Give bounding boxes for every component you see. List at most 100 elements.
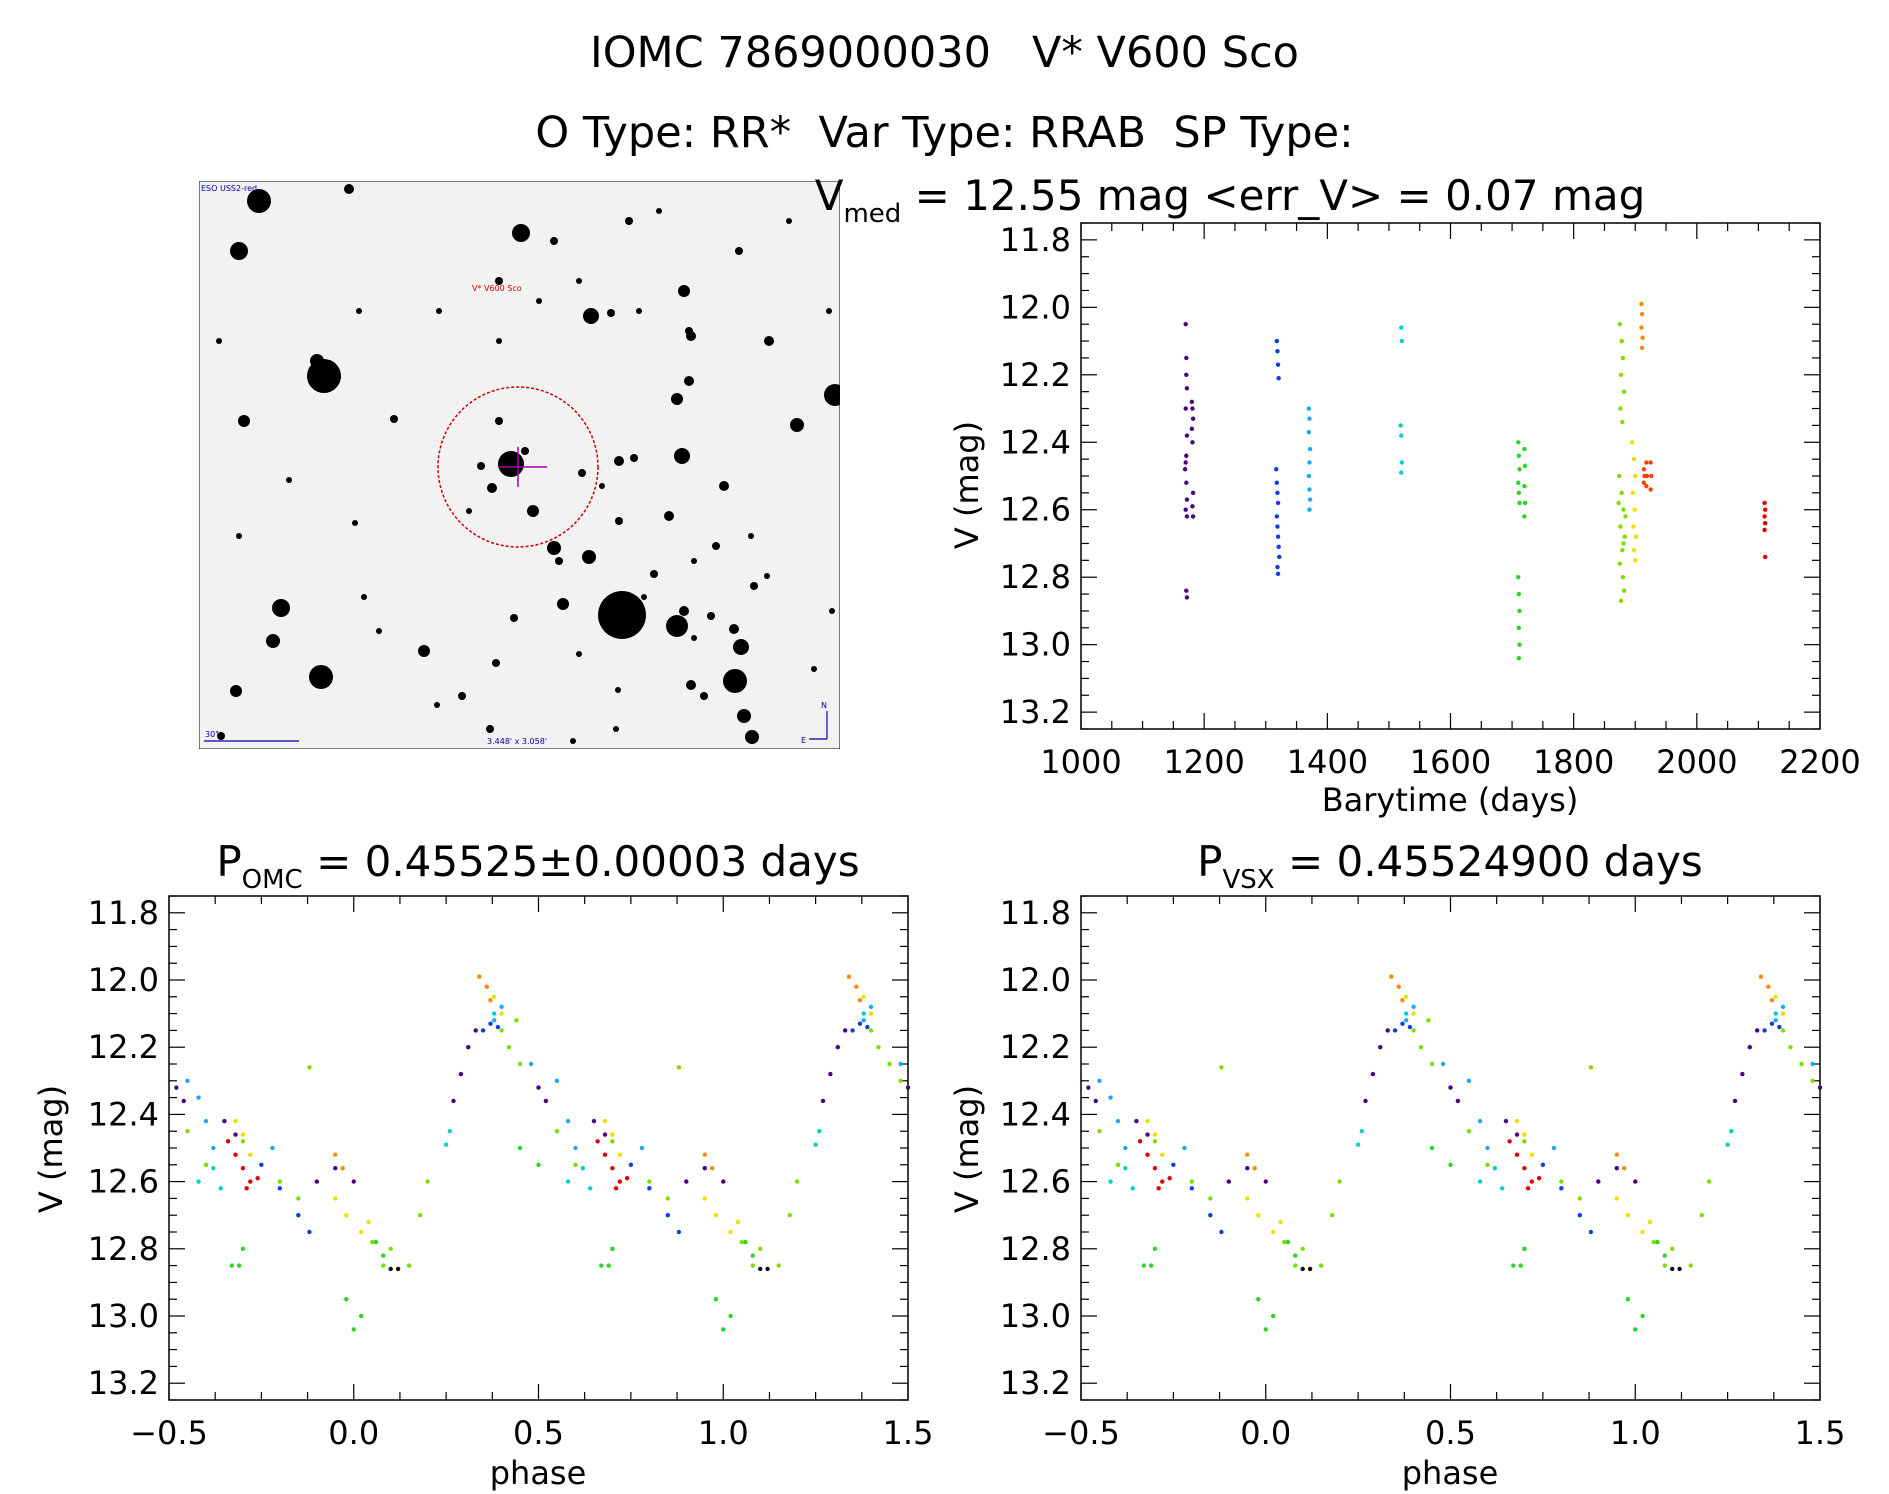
data-point [1677, 1266, 1682, 1272]
data-point [628, 1162, 634, 1168]
data-point [610, 1165, 615, 1171]
data-point [1522, 446, 1527, 452]
x-tick-label: 1.0 [1610, 1414, 1661, 1452]
data-point [1614, 1196, 1619, 1201]
data-point [1522, 1132, 1527, 1137]
data-point [1189, 1186, 1195, 1191]
data-point [1522, 514, 1527, 519]
data-point [1639, 301, 1644, 307]
data-point [817, 1129, 822, 1134]
y-tick-label: 12.4 [1000, 423, 1071, 461]
data-point [1577, 1213, 1583, 1218]
data-point [868, 1028, 874, 1033]
data-point [610, 1132, 615, 1137]
data-point [1167, 1176, 1172, 1181]
data-point [1275, 500, 1281, 506]
data-point [1621, 1165, 1627, 1171]
data-point [1522, 1246, 1527, 1252]
data-point [739, 1239, 744, 1245]
data-point [617, 1152, 622, 1157]
data-point [185, 1078, 190, 1084]
data-point [1190, 416, 1196, 421]
data-point [776, 1263, 781, 1268]
data-point [536, 1162, 541, 1168]
data-point [1183, 460, 1188, 465]
y-tick-label: 13.2 [1000, 693, 1071, 731]
data-point [1640, 1313, 1645, 1319]
data-point [647, 1179, 652, 1184]
y-tick-label: 12.2 [1000, 1028, 1071, 1066]
x-tick-label: 1400 [1287, 743, 1368, 781]
data-point [721, 1179, 726, 1184]
data-point [333, 1196, 338, 1201]
plot-frame [168, 895, 909, 1401]
data-point [1396, 984, 1401, 989]
data-point [1256, 1297, 1261, 1302]
data-point [1411, 1028, 1416, 1033]
data-point [905, 1085, 911, 1090]
data-point [1190, 504, 1195, 509]
data-point [1642, 473, 1647, 479]
data-point [1517, 500, 1522, 506]
data-point [1276, 375, 1281, 381]
data-point [639, 1145, 645, 1151]
data-point [1623, 514, 1628, 519]
data-point [1282, 1239, 1287, 1245]
data-point [1160, 1179, 1165, 1184]
x-tick-label: 1.5 [883, 1414, 934, 1452]
data-point [1766, 984, 1771, 989]
phase-omc-title: POMC = 0.45525±0.00003 days [216, 837, 859, 895]
data-point [1378, 1045, 1383, 1050]
data-point [307, 1065, 312, 1070]
data-point [1516, 591, 1522, 597]
data-point [366, 1219, 371, 1225]
data-point [1517, 467, 1522, 472]
data-point [1514, 1118, 1520, 1124]
data-point [1559, 1179, 1564, 1184]
data-point [1448, 1085, 1453, 1090]
y-tick-label: 12.4 [88, 1095, 159, 1133]
data-point [1184, 480, 1189, 485]
plot-frame [1080, 222, 1821, 730]
data-point [1649, 473, 1654, 479]
data-point [395, 1266, 401, 1272]
data-point [1134, 1118, 1139, 1124]
data-point [1503, 1118, 1509, 1124]
data-point [1171, 1162, 1176, 1168]
data-point [1517, 642, 1522, 647]
data-point [1477, 1118, 1483, 1124]
data-point [861, 994, 866, 999]
data-point [820, 1098, 826, 1104]
data-point [307, 1229, 312, 1235]
data-point [1184, 355, 1189, 361]
data-point [702, 1165, 707, 1171]
data-point [1648, 460, 1653, 465]
data-point [1754, 1028, 1760, 1033]
data-point [647, 1186, 652, 1191]
data-point [1529, 1179, 1534, 1184]
data-point [1511, 1263, 1516, 1268]
data-point [1639, 311, 1645, 317]
data-point [1399, 460, 1405, 465]
data-point [613, 1186, 619, 1191]
data-point [1306, 406, 1312, 411]
data-point [1270, 1313, 1276, 1319]
data-point [1219, 1229, 1224, 1235]
data-point [1400, 997, 1405, 1003]
phase-omc-ylabel: V (mag) [32, 1085, 70, 1213]
data-point [1621, 389, 1627, 394]
data-point [1293, 1253, 1298, 1258]
data-point [1625, 1213, 1631, 1218]
data-point [1620, 548, 1625, 553]
data-point [1619, 490, 1624, 496]
data-point [1516, 575, 1521, 580]
x-tick-label: 1200 [1163, 743, 1244, 781]
data-point [787, 1213, 792, 1218]
data-point [1403, 1018, 1409, 1023]
data-point [480, 1028, 486, 1033]
data-point [1762, 500, 1767, 506]
data-point [1559, 1186, 1564, 1191]
data-point [1631, 456, 1637, 462]
data-point [1662, 1253, 1668, 1258]
data-point [1275, 524, 1280, 529]
